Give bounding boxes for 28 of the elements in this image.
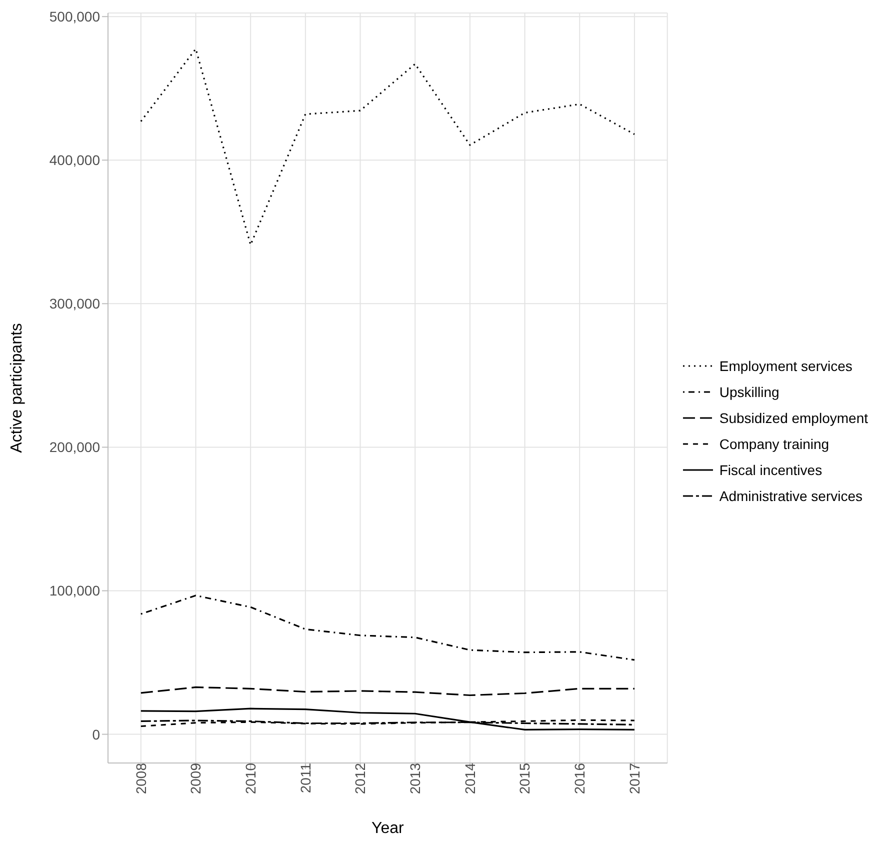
y-tick-label: 100,000 [49, 582, 100, 599]
y-axis-title: Active participants [8, 323, 26, 453]
legend-label: Company training [719, 436, 830, 452]
x-tick-label: 2012 [352, 762, 368, 794]
y-tick-label: 500,000 [49, 8, 100, 25]
legend-label: Administrative services [719, 488, 863, 504]
x-tick-label: 2009 [188, 762, 204, 794]
legend-label: Upskilling [719, 384, 780, 400]
y-tick-label: 300,000 [49, 296, 100, 312]
x-tick-label: 2013 [407, 762, 424, 794]
y-tick-label: 200,000 [49, 439, 100, 456]
x-axis-title: Year [372, 820, 405, 837]
legend-label: Subsidized employment [719, 410, 868, 426]
x-tick-label: 2011 [297, 762, 314, 794]
y-tick-label: 400,000 [49, 152, 100, 168]
x-tick-label: 2014 [462, 762, 478, 794]
legend-label: Employment services [719, 358, 852, 374]
x-tick-label: 2015 [516, 762, 533, 794]
y-tick-label: 0 [92, 726, 100, 742]
x-tick-label: 2008 [132, 762, 149, 794]
x-tick-label: 2010 [242, 762, 259, 794]
legend-label: Fiscal incentives [719, 462, 822, 478]
line-series [140, 708, 636, 730]
line-series [140, 686, 636, 696]
x-tick-label: 2016 [572, 762, 588, 794]
line-series [140, 594, 636, 661]
x-tick-label: 2017 [626, 762, 642, 794]
line-series [140, 48, 636, 246]
